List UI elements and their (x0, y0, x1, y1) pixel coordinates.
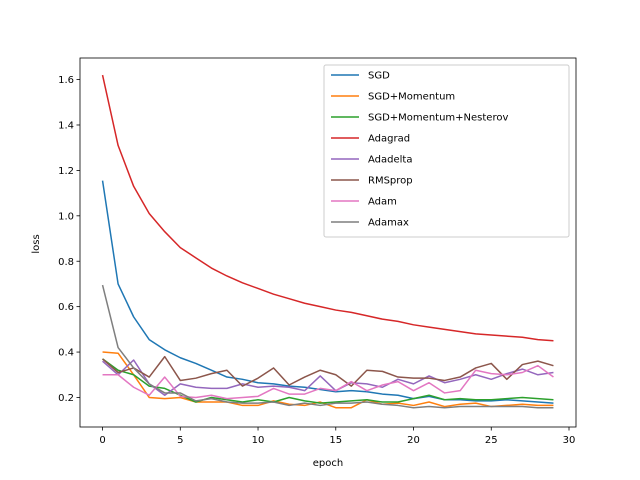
series-line-rmsprop (102, 355, 554, 387)
x-tick-label: 30 (563, 435, 576, 446)
x-tick-label: 10 (252, 435, 265, 446)
y-tick-label: 0.6 (58, 302, 74, 313)
y-tick-label: 0.4 (58, 348, 74, 359)
legend-label-adamax: Adamax (368, 218, 409, 229)
series-line-adadelta (102, 359, 554, 396)
x-tick-label: 25 (485, 435, 498, 446)
legend-label-adam: Adam (368, 197, 397, 208)
y-axis: 0.2 0.4 0.6 0.8 1.0 1.2 1.4 1.6 (58, 75, 80, 404)
legend-label-adagrad: Adagrad (368, 134, 410, 145)
series-line-sgd (101, 180, 554, 404)
plot-area (101, 74, 554, 409)
y-tick-label: 1.0 (58, 211, 74, 222)
x-tick-label: 0 (99, 435, 105, 446)
x-tick-label: 20 (407, 435, 420, 446)
series-line-adagrad (101, 74, 554, 342)
x-axis-label: epoch (313, 458, 343, 469)
legend-label-sgd-momentum-nesterov: SGD+Momentum+Nesterov (368, 113, 508, 124)
plot-frame (79, 57, 577, 428)
legend-label-sgd-momentum: SGD+Momentum (368, 92, 455, 103)
x-tick-label: 15 (329, 435, 342, 446)
legend-label-rmsprop: RMSprop (368, 176, 413, 187)
y-axis-label: loss (31, 234, 42, 253)
y-tick-label: 1.4 (58, 121, 74, 132)
legend-label-sgd: SGD (368, 71, 390, 82)
legend: SGD SGD+Momentum SGD+Momentum+Nesterov Adag… (323, 64, 570, 238)
y-tick-label: 1.6 (58, 75, 74, 86)
x-tick-label: 5 (177, 435, 183, 446)
legend-box (323, 64, 570, 238)
y-tick-label: 0.2 (58, 393, 74, 404)
legend-label-adadelta: Adadelta (368, 155, 412, 166)
y-tick-label: 0.8 (58, 257, 74, 268)
y-tick-label: 1.2 (58, 166, 74, 177)
series-line-adamax (101, 284, 554, 409)
x-axis: 0 5 10 15 20 25 30 (99, 427, 575, 446)
